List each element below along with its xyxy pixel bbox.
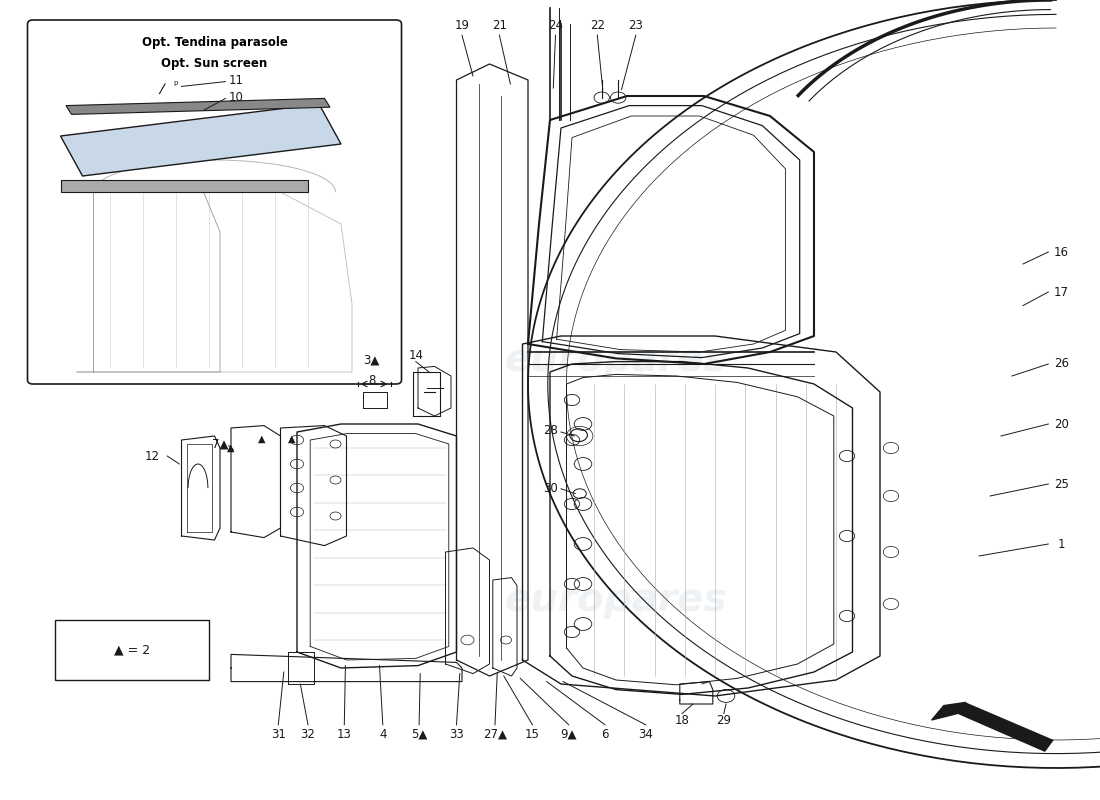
Text: 24: 24	[548, 19, 563, 32]
Text: Opt. Sun screen: Opt. Sun screen	[162, 58, 267, 70]
Text: 27▲: 27▲	[483, 728, 507, 741]
Text: 30: 30	[543, 482, 558, 494]
Text: 15: 15	[525, 728, 540, 741]
Text: 22: 22	[590, 19, 605, 32]
Text: 26: 26	[1054, 358, 1069, 370]
Text: 29: 29	[716, 714, 732, 726]
Text: 17: 17	[1054, 286, 1069, 298]
Text: 8: 8	[368, 374, 375, 386]
Text: europares: europares	[505, 581, 727, 619]
Text: 20: 20	[1054, 418, 1069, 430]
Text: ▲: ▲	[258, 434, 265, 443]
Text: 23: 23	[628, 19, 643, 32]
Polygon shape	[957, 702, 1054, 752]
Text: 25: 25	[1054, 478, 1069, 490]
Polygon shape	[932, 702, 966, 720]
Text: 28: 28	[542, 424, 558, 437]
Text: 18: 18	[674, 714, 690, 726]
FancyBboxPatch shape	[28, 20, 401, 384]
Text: 9▲: 9▲	[561, 728, 578, 741]
Text: 11: 11	[229, 74, 244, 86]
Text: 13: 13	[337, 728, 352, 741]
FancyBboxPatch shape	[55, 620, 209, 680]
Text: 21: 21	[492, 19, 507, 32]
Text: 33: 33	[449, 728, 464, 741]
Text: 19: 19	[454, 19, 470, 32]
Text: ▲: ▲	[228, 443, 234, 453]
Text: 34: 34	[638, 728, 653, 741]
Text: 32: 32	[300, 728, 316, 741]
Text: ▲ = 2: ▲ = 2	[114, 643, 150, 656]
Text: 6: 6	[602, 728, 608, 741]
Polygon shape	[60, 104, 341, 176]
Text: 1: 1	[1058, 538, 1065, 550]
Text: 7▲: 7▲	[211, 438, 229, 450]
Text: 31: 31	[271, 728, 286, 741]
Polygon shape	[60, 180, 308, 192]
Text: 12: 12	[144, 450, 159, 462]
Text: p: p	[174, 80, 178, 86]
Polygon shape	[66, 98, 330, 114]
Text: Opt. Tendina parasole: Opt. Tendina parasole	[142, 36, 287, 49]
Text: ▲: ▲	[288, 434, 295, 443]
Text: 16: 16	[1054, 246, 1069, 258]
Text: 3▲: 3▲	[364, 354, 380, 366]
Text: 14: 14	[408, 350, 424, 362]
Text: 5▲: 5▲	[411, 728, 427, 741]
Text: europares: europares	[505, 341, 727, 379]
Text: 10: 10	[229, 91, 244, 104]
Text: 4: 4	[379, 728, 386, 741]
